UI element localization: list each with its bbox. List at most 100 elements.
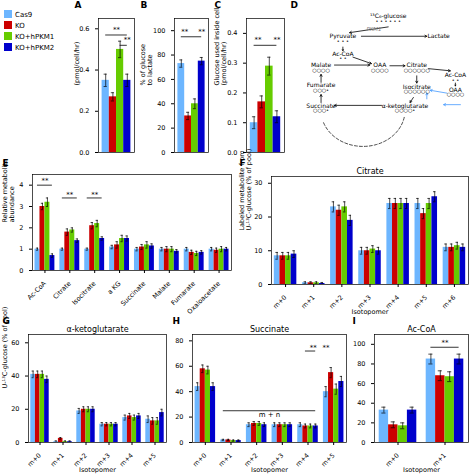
svg-text:**: ** (113, 26, 121, 34)
svg-text:Oxaloacetate: Oxaloacetate (186, 280, 222, 316)
svg-text:30: 30 (254, 179, 262, 187)
svg-text:m+5: m+5 (320, 452, 337, 469)
svg-text:20: 20 (175, 413, 183, 421)
svg-text:0.3: 0.3 (227, 59, 237, 67)
svg-text:U-¹³C-glucose (% of pool): U-¹³C-glucose (% of pool) (1, 307, 9, 389)
svg-text:(pmol/cell/hr): (pmol/cell/hr) (73, 42, 81, 86)
svg-text:B: B (141, 0, 148, 10)
svg-text:0.1: 0.1 (227, 119, 237, 127)
svg-text:Isotopomer: Isotopomer (79, 466, 116, 474)
svg-text:Ac-CoA: Ac-CoA (407, 325, 436, 334)
svg-text:**: ** (322, 344, 330, 352)
svg-text:0: 0 (15, 439, 19, 447)
svg-text:60: 60 (357, 380, 365, 388)
svg-text:% of glucoseto lactate: % of glucoseto lactate (139, 44, 154, 86)
svg-text:**: ** (66, 191, 74, 199)
svg-text:• •: • • (339, 55, 347, 61)
svg-text:○○○○•: ○○○○• (395, 107, 415, 113)
svg-text:4: 4 (19, 181, 23, 189)
svg-text:• •: • • (452, 77, 460, 83)
svg-text:0: 0 (258, 281, 262, 289)
svg-text:0: 0 (361, 439, 365, 447)
svg-text:Labeled metabolite fromU-¹³C-g: Labeled metabolite fromU-¹³C-glucose (% … (238, 149, 253, 231)
svg-text:0.2: 0.2 (227, 89, 237, 97)
svg-text:1: 1 (19, 245, 23, 253)
svg-text:10: 10 (254, 247, 262, 255)
svg-text:**: ** (181, 28, 189, 36)
svg-text:40: 40 (175, 388, 183, 396)
svg-text:m+0: m+0 (272, 294, 289, 311)
svg-text:Citrate: Citrate (51, 280, 72, 301)
svg-text:80: 80 (357, 360, 365, 368)
svg-text:0.4: 0.4 (227, 29, 237, 37)
svg-text:**: ** (198, 28, 206, 36)
svg-text:20: 20 (357, 419, 365, 427)
svg-text:m+1: m+1 (49, 452, 66, 469)
svg-text:**: ** (91, 191, 99, 199)
svg-text:○○○○: ○○○○ (447, 91, 465, 97)
svg-text:**: ** (442, 339, 450, 347)
svg-text:80: 80 (175, 337, 183, 345)
svg-text:○○○•: ○○○• (313, 107, 329, 113)
svg-text:Isotopomer: Isotopomer (251, 466, 288, 474)
svg-text:0: 0 (161, 149, 165, 157)
svg-text:○○○•: ○○○• (313, 87, 329, 93)
svg-text:40: 40 (357, 399, 365, 407)
svg-text:20: 20 (11, 405, 19, 413)
svg-text:m+5: m+5 (141, 452, 158, 469)
svg-text:0: 0 (179, 439, 183, 447)
svg-text:Isotopomer: Isotopomer (403, 466, 440, 474)
svg-text:**: ** (310, 344, 318, 352)
svg-text:○○○○: ○○○○ (371, 67, 389, 73)
svg-text:**: ** (273, 36, 281, 44)
svg-text:I: I (353, 316, 356, 326)
svg-text:Ac-CoA: Ac-CoA (26, 279, 48, 301)
svg-text:3: 3 (19, 203, 23, 211)
svg-text:**: ** (124, 36, 132, 44)
svg-text:Isocitrate: Isocitrate (70, 280, 97, 307)
svg-text:Succinate: Succinate (250, 325, 289, 334)
svg-text:0: 0 (19, 267, 23, 275)
svg-text:60: 60 (11, 339, 19, 347)
svg-text:Malate: Malate (151, 280, 172, 301)
svg-text:40: 40 (11, 372, 19, 380)
svg-text:0.6: 0.6 (79, 25, 89, 33)
svg-text:m+0: m+0 (26, 452, 43, 469)
svg-text:○○○○: ○○○○ (312, 67, 330, 73)
svg-text:α-ketoglutarate: α-ketoglutarate (66, 325, 128, 334)
svg-text:m+0: m+0 (191, 452, 208, 469)
svg-text:A: A (75, 0, 82, 10)
svg-text:60: 60 (157, 75, 165, 83)
svg-text:Citrate: Citrate (356, 167, 383, 176)
svg-text:PKM1: PKM1 (366, 26, 381, 32)
svg-text:Succinate: Succinate (119, 280, 147, 308)
svg-text:m+4: m+4 (118, 452, 135, 469)
svg-text:**: ** (41, 177, 49, 185)
svg-text:m + n: m + n (259, 411, 281, 419)
svg-text:2: 2 (19, 224, 23, 232)
svg-text:○○○○○○: ○○○○○○ (404, 88, 431, 94)
svg-text:H: H (173, 316, 181, 326)
svg-text:m+6: m+6 (440, 294, 457, 311)
svg-text:40: 40 (157, 100, 165, 108)
svg-text:Lactate: Lactate (427, 32, 450, 39)
svg-text:m+4: m+4 (294, 452, 311, 469)
svg-text:m+0: m+0 (384, 452, 401, 469)
svg-text:20: 20 (157, 124, 165, 132)
svg-text:0.2: 0.2 (79, 107, 89, 115)
svg-text:m+5: m+5 (412, 294, 429, 311)
svg-text:0.0: 0.0 (227, 149, 237, 157)
svg-text:20: 20 (254, 213, 262, 221)
svg-text:0.0: 0.0 (79, 149, 89, 157)
svg-text:Isotopomer: Isotopomer (352, 308, 389, 316)
svg-text:80: 80 (157, 51, 165, 59)
svg-text:Relative metaboliteabundance: Relative metaboliteabundance (1, 159, 15, 222)
svg-text:100: 100 (353, 340, 365, 348)
svg-text:D: D (291, 0, 298, 10)
svg-text:• • •: • • • (337, 38, 349, 44)
svg-text:• • • • • •: • • • • • • (375, 18, 401, 24)
svg-text:Glucose used inside cell(pmol/: Glucose used inside cell(pmol/cell/hr) (213, 7, 228, 85)
svg-text:m+1: m+1 (300, 294, 317, 311)
svg-text:m+1: m+1 (217, 452, 234, 469)
svg-text:a KG: a KG (106, 280, 123, 297)
